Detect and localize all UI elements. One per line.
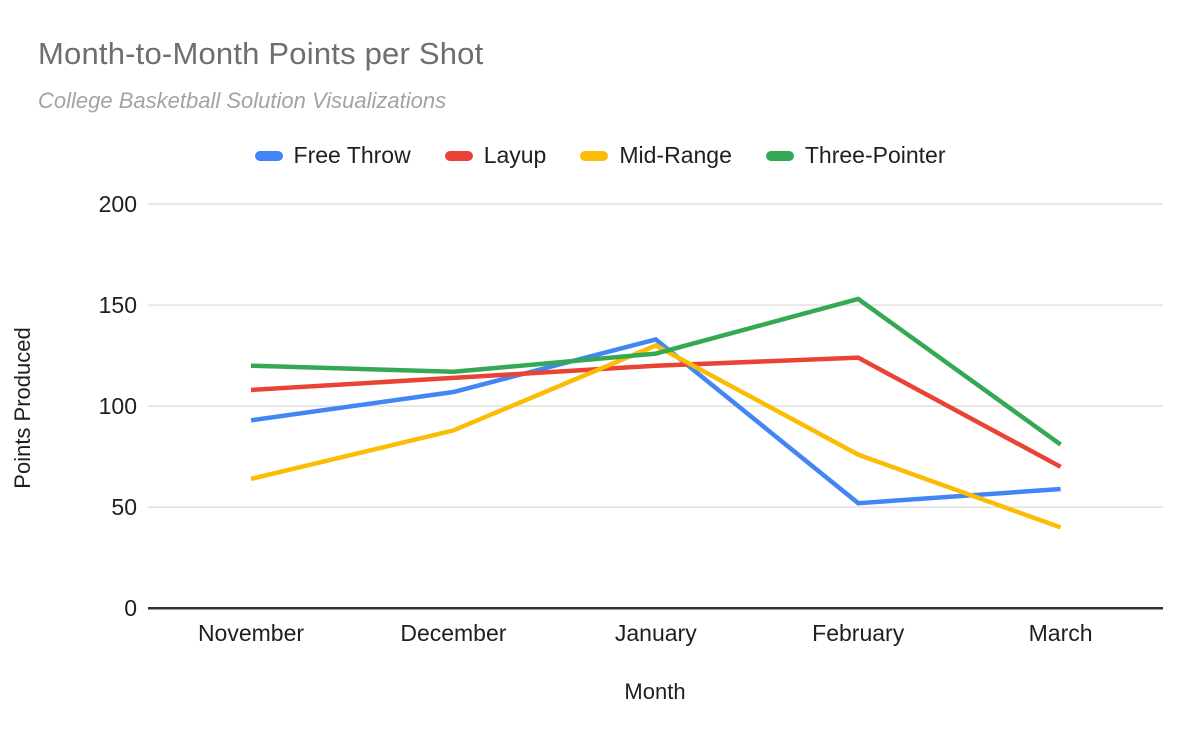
series-line-free-throw [250, 336, 1061, 506]
y-tick-label: 50 [111, 494, 137, 521]
legend-label: Free Throw [293, 142, 411, 168]
legend-label: Three-Pointer [804, 142, 946, 168]
chart-subtitle: College Basketball Solution Visualizatio… [38, 88, 447, 113]
y-tick-label: 150 [98, 292, 137, 319]
legend-swatch-icon [444, 150, 473, 161]
legend-label: Layup [483, 142, 547, 168]
y-tick-label: 100 [98, 393, 137, 420]
legend-swatch-icon [765, 150, 794, 161]
legend-item-free-throw: Free Throw [254, 142, 411, 169]
legend: Free Throw Layup Mid-Range Three-Pointer [0, 142, 1200, 169]
chart-title: Month-to-Month Points per Shot [38, 36, 484, 71]
y-tick-label: 200 [98, 191, 137, 217]
legend-item-mid-range: Mid-Range [580, 142, 732, 169]
x-tick-label: November [197, 620, 305, 646]
legend-item-three-pointer: Three-Pointer [765, 142, 946, 169]
legend-swatch-icon [580, 150, 609, 161]
legend-swatch-icon [254, 150, 283, 161]
series-line-three-pointer [250, 296, 1062, 447]
series-line-mid-range [250, 343, 1062, 530]
x-tick-label: March [1028, 620, 1093, 646]
y-tick-label: 0 [124, 595, 137, 622]
series-line-layup [250, 355, 1062, 469]
legend-label: Mid-Range [619, 142, 732, 168]
x-tick-label: February [812, 620, 905, 646]
y-axis-title: Points Produced [10, 327, 35, 489]
x-tick-label: January [614, 620, 697, 646]
x-axis-title: Month [624, 679, 686, 704]
legend-item-layup: Layup [444, 142, 547, 169]
x-tick-label: December [400, 620, 507, 646]
